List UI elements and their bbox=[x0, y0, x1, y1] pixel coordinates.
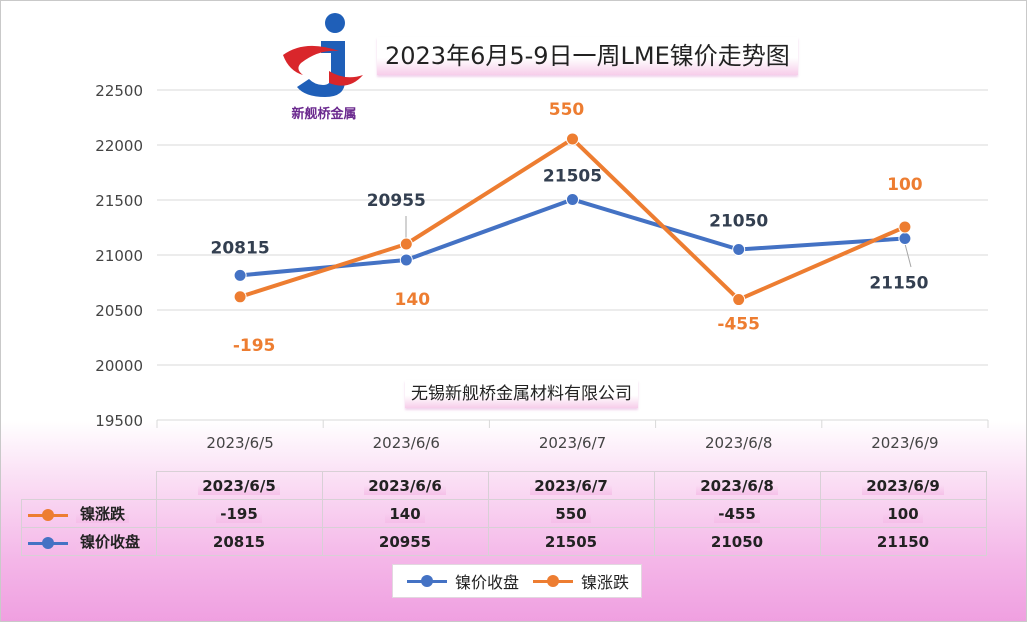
data-table: 2023/6/5 2023/6/6 2023/6/7 2023/6/8 2023… bbox=[21, 471, 987, 556]
table-row-label: 镍价收盘 bbox=[21, 527, 157, 556]
data-point-change bbox=[898, 220, 912, 234]
y-tick-label: 19500 bbox=[95, 412, 143, 430]
data-label-change: 140 bbox=[395, 290, 431, 310]
table-corner-cell bbox=[21, 471, 157, 500]
table-row: 镍涨跌 -195 140 550 -455 100 bbox=[21, 499, 987, 528]
table-header-cell: 2023/6/6 bbox=[321, 471, 489, 500]
data-label-close: 21505 bbox=[543, 166, 602, 186]
line-chart: 19500 20000 20500 21000 21500 22000 22500 2023/… bbox=[95, 82, 989, 452]
y-tick-label: 22500 bbox=[95, 82, 143, 100]
company-name: 无锡新舰桥金属材料有限公司 bbox=[405, 380, 638, 408]
data-label-change: -195 bbox=[233, 336, 276, 356]
x-tick-label: 2023/6/5 bbox=[206, 434, 273, 452]
data-label-change: 550 bbox=[549, 100, 585, 120]
data-point-close bbox=[566, 192, 579, 206]
data-label-close: 20955 bbox=[367, 191, 426, 211]
legend-label: 镍价收盘 bbox=[454, 573, 519, 592]
data-point-change bbox=[566, 132, 579, 146]
data-label-close: 20815 bbox=[211, 238, 270, 258]
x-tick-label: 2023/6/7 bbox=[539, 434, 606, 452]
data-label-change: -455 bbox=[717, 315, 760, 335]
table-cell: 21505 bbox=[487, 527, 655, 556]
y-tick-label: 20000 bbox=[95, 357, 143, 375]
table-cell: 20955 bbox=[321, 527, 489, 556]
legend-label: 镍涨跌 bbox=[581, 573, 630, 592]
x-tick-label: 2023/6/6 bbox=[373, 434, 440, 452]
chart-legend: 镍价收盘 镍涨跌 bbox=[392, 564, 642, 598]
legend-swatch-icon bbox=[405, 574, 449, 588]
table-header-cell: 2023/6/8 bbox=[653, 471, 821, 500]
table-cell: 21050 bbox=[653, 527, 821, 556]
logo-mark-icon bbox=[283, 13, 363, 97]
table-header-cell: 2023/6/5 bbox=[155, 471, 323, 500]
data-point-change bbox=[399, 237, 413, 251]
chart-title: 2023年6月5-9日一周LME镍价走势图 bbox=[377, 37, 798, 75]
table-header-cell: 2023/6/9 bbox=[819, 471, 987, 500]
table-cell: -455 bbox=[653, 499, 821, 528]
logo-text: 新舰桥金属 bbox=[291, 107, 357, 122]
data-point-close bbox=[732, 243, 746, 256]
data-point-change bbox=[233, 290, 247, 304]
table-header-cell: 2023/6/7 bbox=[487, 471, 655, 500]
legend-item: 镍涨跌 bbox=[531, 569, 629, 593]
legend-swatch-icon bbox=[531, 574, 575, 588]
data-point-close bbox=[233, 268, 247, 282]
y-tick-label: 21000 bbox=[95, 247, 143, 265]
data-point-change bbox=[732, 293, 746, 307]
x-tick-label: 2023/6/9 bbox=[871, 434, 938, 452]
data-label-change: 100 bbox=[887, 175, 923, 195]
table-cell: 550 bbox=[487, 499, 655, 528]
data-label-close: 21050 bbox=[709, 212, 768, 232]
series-line-change bbox=[239, 136, 906, 302]
table-header-row: 2023/6/5 2023/6/6 2023/6/7 2023/6/8 2023… bbox=[21, 471, 987, 500]
table-cell: 20815 bbox=[155, 527, 323, 556]
table-cell: 100 bbox=[819, 499, 987, 528]
table-row-label: 镍涨跌 bbox=[21, 499, 157, 528]
series-swatch-icon bbox=[26, 508, 70, 522]
table-cell: 140 bbox=[321, 499, 489, 528]
table-cell: 21150 bbox=[819, 527, 987, 556]
table-row: 镍价收盘 20815 20955 21505 21050 21150 bbox=[21, 527, 987, 556]
company-logo: 新舰桥金属 bbox=[279, 11, 369, 123]
y-tick-label: 22000 bbox=[95, 137, 143, 155]
legend-item: 镍价收盘 bbox=[405, 569, 519, 593]
data-point-close bbox=[898, 232, 912, 245]
y-tick-label: 20500 bbox=[95, 302, 143, 320]
y-tick-label: 21500 bbox=[95, 192, 143, 210]
data-label-close: 21150 bbox=[869, 274, 928, 294]
series-swatch-icon bbox=[26, 536, 70, 550]
data-point-close bbox=[399, 253, 413, 267]
x-tick-label: 2023/6/8 bbox=[705, 434, 772, 452]
table-cell: -195 bbox=[155, 499, 323, 528]
